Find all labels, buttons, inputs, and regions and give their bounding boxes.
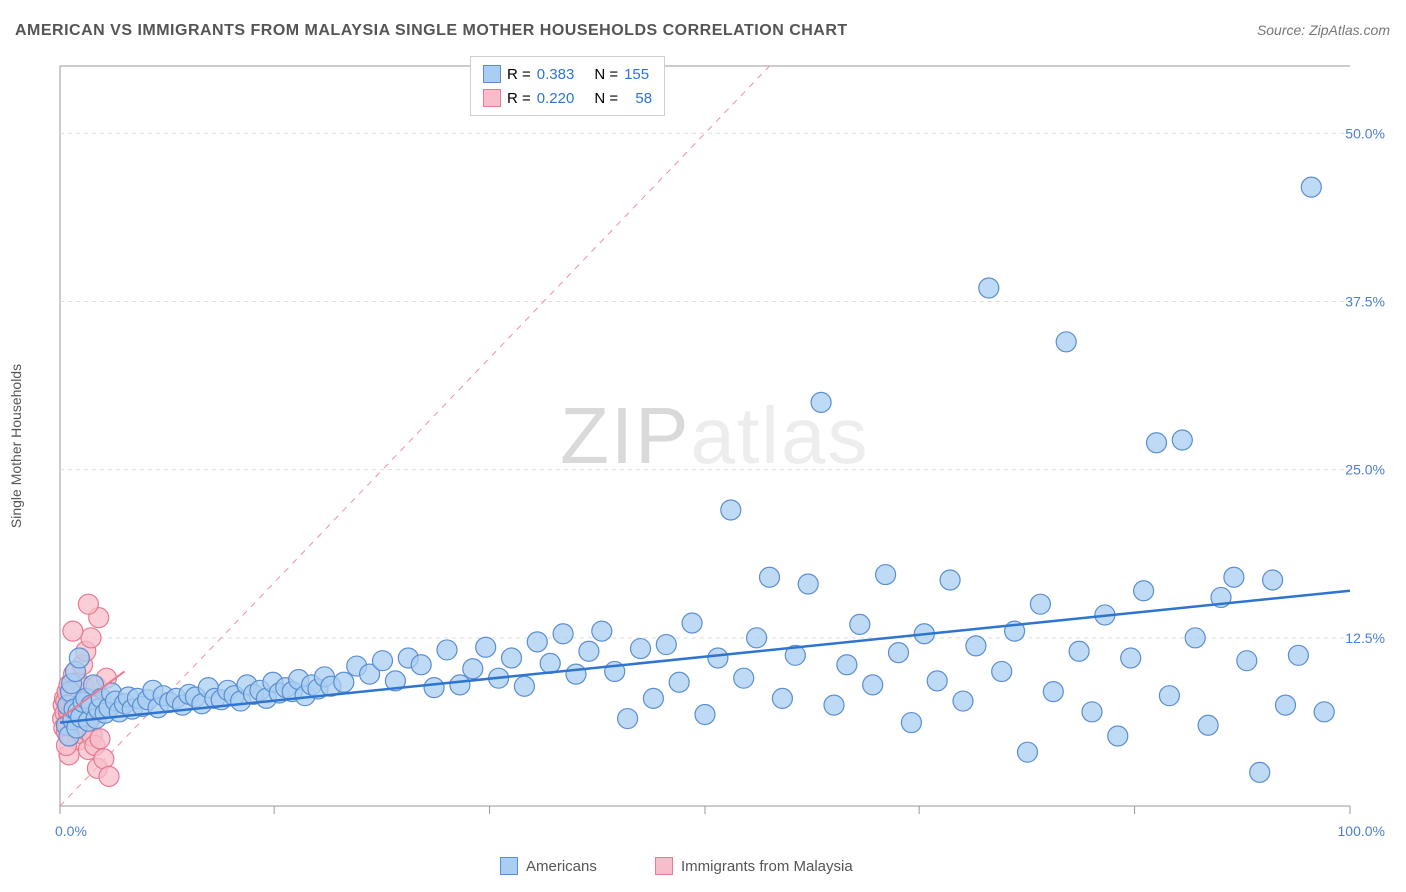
n-label: N =: [594, 66, 618, 83]
watermark: ZIPatlas: [560, 390, 869, 482]
watermark-zip: ZIP: [560, 391, 690, 480]
r-value-americans: 0.383: [537, 66, 575, 83]
stats-row-malaysia: R = 0.220 N = 58: [483, 86, 652, 110]
svg-text:12.5%: 12.5%: [1345, 630, 1385, 646]
chart-title: AMERICAN VS IMMIGRANTS FROM MALAYSIA SIN…: [15, 22, 848, 40]
n-value-malaysia: 58: [624, 90, 652, 107]
stats-row-americans: R = 0.383 N = 155: [483, 62, 652, 86]
y-axis-label: Single Mother Households: [8, 364, 24, 528]
svg-text:37.5%: 37.5%: [1345, 293, 1385, 309]
source-attribution: Source: ZipAtlas.com: [1257, 22, 1390, 38]
r-value-malaysia: 0.220: [537, 90, 575, 107]
svg-text:25.0%: 25.0%: [1345, 462, 1385, 478]
legend-swatch-malaysia: [655, 857, 673, 875]
swatch-malaysia: [483, 89, 501, 107]
svg-text:50.0%: 50.0%: [1345, 125, 1385, 141]
svg-text:100.0%: 100.0%: [1338, 823, 1385, 839]
stats-legend: R = 0.383 N = 155 R = 0.220 N = 58: [470, 56, 665, 116]
r-label: R =: [507, 66, 531, 83]
legend-americans: Americans: [500, 857, 597, 875]
swatch-americans: [483, 65, 501, 83]
svg-text:0.0%: 0.0%: [55, 823, 87, 839]
legend-label-malaysia: Immigrants from Malaysia: [681, 858, 853, 875]
legend-malaysia: Immigrants from Malaysia: [655, 857, 853, 875]
r-label: R =: [507, 90, 531, 107]
n-value-americans: 155: [624, 66, 649, 83]
n-label: N =: [594, 90, 618, 107]
legend-label-americans: Americans: [526, 858, 597, 875]
legend-swatch-americans: [500, 857, 518, 875]
watermark-atlas: atlas: [690, 391, 869, 480]
